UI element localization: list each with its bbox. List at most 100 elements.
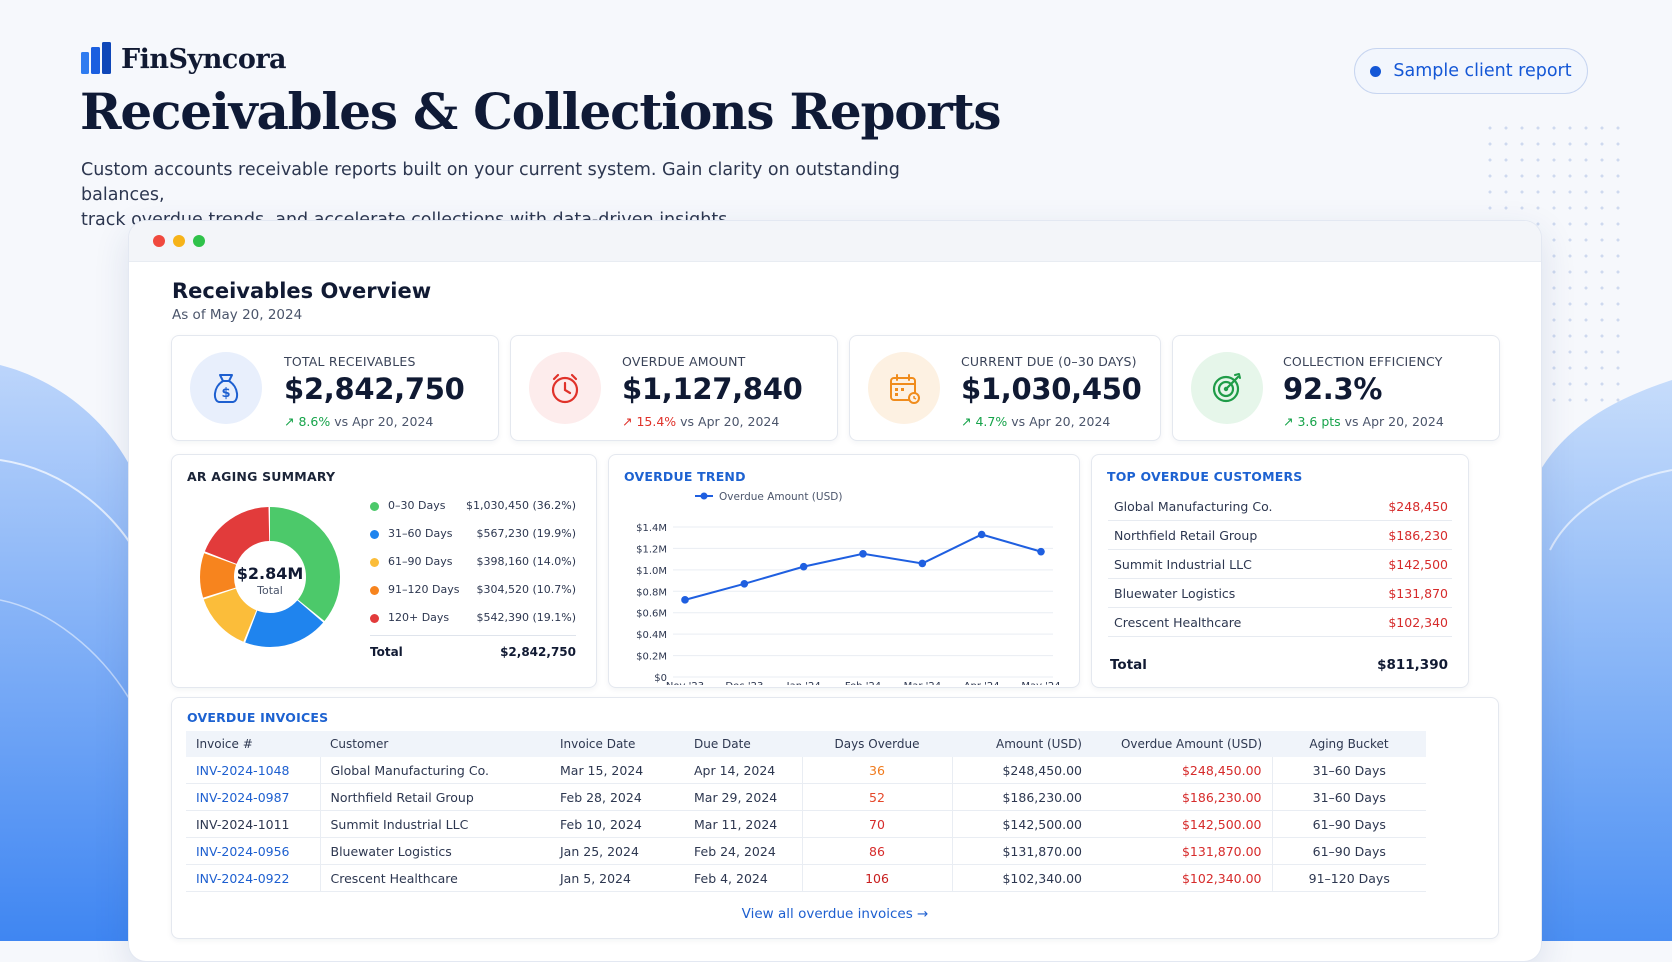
kpi-change: ↗ 4.7% vs Apr 20, 2024: [961, 414, 1110, 429]
overdue-amount-cell: $142,500.00: [1092, 810, 1273, 838]
column-header[interactable]: Invoice Date: [550, 731, 684, 757]
badge-label: Sample client report: [1393, 61, 1572, 81]
aging-bucket-cell: 31–60 Days: [1272, 757, 1426, 784]
maximize-window-button[interactable]: [193, 235, 205, 247]
customer-row[interactable]: Crescent Healthcare $102,340: [1108, 608, 1452, 637]
due-date-cell: Mar 29, 2024: [684, 783, 803, 811]
overdue-trend-chart: Overdue Amount (USD) $0 $0.2M $0.4M $0.6M $0.…: [636, 491, 1061, 685]
overdue-amount-cell: $186,230.00: [1092, 783, 1273, 811]
invoice-date-cell: Feb 28, 2024: [550, 783, 684, 811]
days-overdue-cell: 36: [802, 757, 953, 784]
window-titlebar: [129, 221, 1541, 262]
customer-row[interactable]: Summit Industrial LLC $142,500: [1108, 550, 1452, 579]
x-tick-label: Feb '24: [845, 681, 881, 685]
legend-value: $567,230 (19.9%): [476, 527, 576, 540]
kpi-change-value: 4.7%: [975, 414, 1008, 429]
amount-cell: $131,870.00: [952, 837, 1092, 865]
ar-aging-title: AR AGING SUMMARY: [187, 469, 336, 484]
invoice-link[interactable]: INV-2024-1048: [186, 757, 321, 784]
svg-text:$: $: [221, 386, 230, 401]
calendar-icon: [868, 352, 940, 424]
column-header[interactable]: Invoice #: [186, 731, 320, 757]
overdue-invoices-title: OVERDUE INVOICES: [187, 710, 329, 725]
amount-cell: $102,340.00: [952, 864, 1092, 892]
data-point: [740, 579, 749, 588]
aging-donut-chart: $2.84M Total: [200, 507, 340, 647]
kpi-total-receivables: $ TOTAL RECEIVABLES $2,842,750 ↗ 8.6% vs…: [171, 335, 499, 441]
kpi-label: CURRENT DUE (0–30 DAYS): [961, 354, 1137, 369]
aging-bucket-cell: 31–60 Days: [1272, 783, 1426, 811]
x-tick-label: Mar '24: [904, 681, 942, 685]
data-point: [799, 562, 808, 571]
invoice-link[interactable]: INV-2024-0987: [186, 783, 321, 811]
legend-label: 61–90 Days: [388, 555, 453, 568]
top-customers-title: TOP OVERDUE CUSTOMERS: [1107, 469, 1303, 484]
invoice-link[interactable]: INV-2024-0956: [186, 837, 321, 865]
kpi-compare: vs Apr 20, 2024: [330, 414, 434, 429]
table-row: INV-2024-0922 Crescent Healthcare Jan 5,…: [186, 864, 1426, 892]
kpi-value: 92.3%: [1283, 372, 1383, 406]
column-header[interactable]: Overdue Amount (USD): [1092, 731, 1272, 757]
series-line: [684, 533, 1042, 601]
y-tick-label: $0.6M: [636, 609, 667, 620]
legend-label: Overdue Amount (USD): [719, 491, 842, 503]
data-point: [977, 530, 986, 539]
invoice-date-cell: Feb 10, 2024: [550, 810, 684, 838]
minimize-window-button[interactable]: [173, 235, 185, 247]
report-window: Receivables Overview As of May 20, 2024 …: [128, 220, 1542, 962]
kpi-label: OVERDUE AMOUNT: [622, 354, 746, 369]
column-header[interactable]: Customer: [320, 731, 550, 757]
data-point: [918, 559, 927, 568]
top-customers-card: TOP OVERDUE CUSTOMERS Global Manufacturi…: [1091, 454, 1469, 688]
sample-report-badge[interactable]: Sample client report: [1354, 48, 1588, 94]
customer-row[interactable]: Global Manufacturing Co. $248,450: [1108, 492, 1452, 521]
legend-marker: [700, 492, 708, 500]
view-all-invoices-link[interactable]: View all overdue invoices →: [741, 906, 929, 922]
overview-title: Receivables Overview: [172, 279, 432, 303]
customer-row[interactable]: Northfield Retail Group $186,230: [1108, 521, 1452, 550]
donut-segment: [200, 507, 340, 647]
kpi-value: $1,030,450: [961, 372, 1142, 406]
column-header[interactable]: Days Overdue: [802, 731, 952, 757]
invoice-link[interactable]: INV-2024-0922: [186, 864, 321, 892]
overdue-amount-cell: $248,450.00: [1092, 757, 1273, 784]
y-tick-label: $1.0M: [636, 566, 667, 577]
money-bag-icon: $: [190, 352, 262, 424]
donut-segment: [200, 507, 340, 647]
background-waves: [0, 365, 1672, 941]
column-header[interactable]: Amount (USD): [952, 731, 1092, 757]
subtitle-line: Custom accounts receivable reports built…: [81, 160, 900, 205]
customer-cell: Global Manufacturing Co.: [320, 757, 550, 784]
aging-total-label: Total: [370, 645, 403, 659]
legend-value: $398,160 (14.0%): [476, 555, 576, 568]
data-point: [859, 549, 867, 558]
legend-swatch: [370, 586, 379, 595]
column-header[interactable]: Due Date: [684, 731, 802, 757]
kpi-value: $2,842,750: [284, 372, 465, 406]
y-tick-label: $0: [654, 673, 667, 684]
kpi-collection-efficiency: COLLECTION EFFICIENCY 92.3% ↗ 3.6 pts vs…: [1172, 335, 1500, 441]
ar-aging-card: AR AGING SUMMARY $2.84M Total 0–30 Days …: [171, 454, 597, 688]
y-tick-label: $1.2M: [636, 544, 667, 555]
overdue-amount-cell: $102,340.00: [1092, 864, 1273, 892]
kpi-compare: vs Apr 20, 2024: [1340, 414, 1444, 429]
donut-segment: [200, 507, 340, 647]
customers-total-label: Total: [1110, 657, 1147, 673]
invoice-link[interactable]: INV-2024-1011: [186, 810, 321, 838]
badge-dot-icon: [1370, 65, 1382, 77]
overdue-invoices-table: Invoice # Customer Invoice Date Due Date…: [186, 731, 1426, 892]
table-row: INV-2024-0987 Northfield Retail Group Fe…: [186, 783, 1426, 811]
customers-total-row: Total $811,390: [1110, 657, 1448, 673]
legend-label: 0–30 Days: [388, 499, 446, 512]
x-tick-label: Dec '23: [725, 681, 763, 685]
data-point: [1037, 547, 1045, 556]
customer-cell: Summit Industrial LLC: [320, 810, 550, 838]
overview-date: As of May 20, 2024: [172, 307, 303, 323]
column-header[interactable]: Aging Bucket: [1272, 731, 1426, 757]
aging-total-row: Total $2,842,750: [370, 645, 576, 659]
customers-total-value: $811,390: [1377, 657, 1448, 673]
close-window-button[interactable]: [153, 235, 165, 247]
customer-row[interactable]: Bluewater Logistics $131,870: [1108, 579, 1452, 608]
legend-label: 31–60 Days: [388, 527, 453, 540]
trend-up-icon: ↗: [284, 414, 295, 429]
